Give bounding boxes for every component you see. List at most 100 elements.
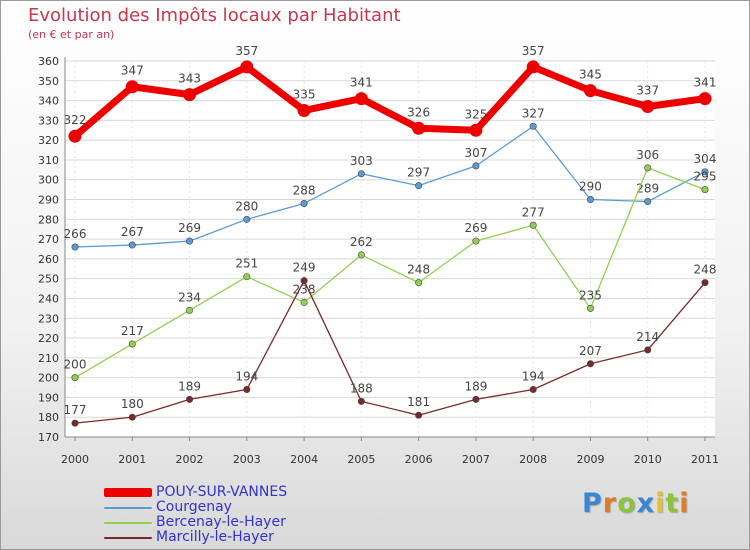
logo-letter: x (636, 488, 656, 519)
data-label: 304 (694, 152, 717, 166)
series-line (74, 280, 706, 424)
x-tick-label: 2009 (576, 453, 604, 466)
y-tick-label: 310 (38, 154, 59, 167)
data-point (701, 186, 709, 194)
data-point (71, 243, 79, 251)
data-label: 181 (407, 395, 430, 409)
data-point (186, 237, 194, 245)
data-label: 341 (350, 76, 373, 90)
data-point (240, 60, 254, 74)
data-label: 335 (293, 87, 316, 101)
legend-swatch (104, 506, 152, 509)
data-label: 327 (522, 106, 545, 120)
data-label: 214 (636, 330, 659, 344)
data-point (583, 84, 597, 98)
data-point (128, 241, 136, 249)
data-point (472, 237, 480, 245)
data-point (71, 419, 79, 427)
y-tick-label: 170 (38, 431, 59, 444)
x-tick-label: 2003 (233, 453, 261, 466)
chart-subtitle: (en € et par an) (28, 28, 115, 41)
data-label: 295 (694, 170, 717, 184)
y-tick-label: 270 (38, 233, 59, 246)
data-point (71, 374, 79, 382)
data-label: 235 (579, 288, 602, 302)
data-point (529, 122, 537, 130)
y-tick-label: 360 (38, 55, 59, 68)
data-point (300, 298, 308, 306)
data-label: 262 (350, 235, 373, 249)
data-point (529, 221, 537, 229)
data-point (644, 346, 652, 354)
data-label: 303 (350, 154, 373, 168)
logo-letter: P (582, 488, 603, 519)
data-label: 307 (464, 146, 487, 160)
data-point (644, 198, 652, 206)
y-tick-label: 220 (38, 332, 59, 345)
legend-swatch (104, 488, 152, 497)
data-label: 337 (636, 84, 659, 98)
y-tick-label: 240 (38, 292, 59, 305)
y-tick-label: 330 (38, 114, 59, 127)
data-label: 290 (579, 180, 602, 194)
y-tick-label: 210 (38, 352, 59, 365)
data-label: 266 (64, 227, 87, 241)
data-label: 345 (579, 68, 602, 82)
data-point (586, 196, 594, 204)
data-label: 248 (694, 263, 717, 277)
logo-letter: o (617, 488, 637, 519)
data-point (186, 306, 194, 314)
y-tick-label: 280 (38, 213, 59, 226)
data-label: 341 (694, 76, 717, 90)
legend-label: Courgenay (156, 499, 232, 515)
legend-label: Marcilly-le-Hayer (156, 529, 274, 545)
x-tick-label: 2006 (405, 453, 433, 466)
data-point (412, 121, 426, 135)
legend-swatch (104, 536, 152, 539)
data-point (357, 170, 365, 178)
data-point (128, 340, 136, 348)
legend-entry: POUY-SUR-VANNES (104, 485, 287, 500)
data-label: 189 (464, 379, 487, 393)
data-point (529, 386, 537, 394)
y-tick-label: 340 (38, 95, 59, 108)
data-label: 188 (350, 381, 373, 395)
data-point (68, 129, 82, 143)
plot-area (65, 61, 715, 437)
data-point (701, 168, 709, 176)
data-label: 251 (235, 257, 258, 271)
data-label: 234 (178, 290, 201, 304)
legend-entry: Courgenay (104, 500, 287, 515)
data-point (644, 164, 652, 172)
x-tick-label: 2002 (176, 453, 204, 466)
y-tick-label: 230 (38, 312, 59, 325)
series-line (74, 125, 706, 248)
y-tick-label: 260 (38, 253, 59, 266)
data-label: 267 (121, 225, 144, 239)
data-point (415, 279, 423, 287)
data-point (526, 60, 540, 74)
data-label: 357 (522, 44, 545, 58)
legend-label: Bercenay-le-Hayer (156, 514, 286, 530)
data-point (415, 411, 423, 419)
logo-letter: t (665, 488, 680, 519)
data-label: 200 (64, 358, 87, 372)
data-point (701, 279, 709, 287)
data-point (243, 386, 251, 394)
data-point (243, 273, 251, 281)
data-point (300, 277, 308, 285)
data-point (357, 397, 365, 405)
data-label: 306 (636, 148, 659, 162)
data-label: 207 (579, 344, 602, 358)
data-label: 194 (235, 370, 258, 384)
y-tick-label: 290 (38, 194, 59, 207)
x-tick-label: 2005 (347, 453, 375, 466)
x-tick-label: 2004 (290, 453, 318, 466)
series-line (71, 63, 709, 140)
data-point (586, 360, 594, 368)
data-point (186, 395, 194, 403)
legend-label: POUY-SUR-VANNES (156, 484, 288, 500)
data-label: 217 (121, 324, 144, 338)
data-label: 177 (64, 403, 87, 417)
